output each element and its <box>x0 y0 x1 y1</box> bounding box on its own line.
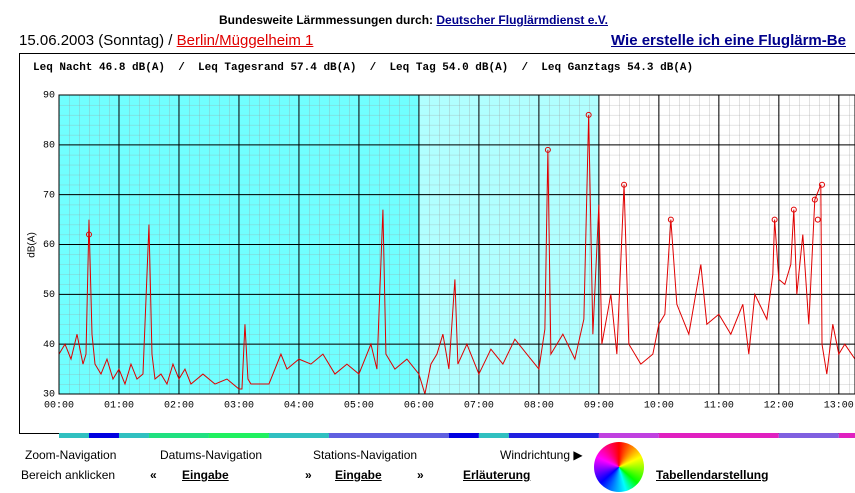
station-link[interactable]: Berlin/Müggelheim 1 <box>176 32 314 49</box>
x-tick-label: 05:00 <box>344 401 374 412</box>
info-arrow[interactable]: » <box>417 468 424 482</box>
header-intro: Bundesweite Lärmmessungen durch: Deutsch… <box>219 13 608 27</box>
wind-segment <box>148 433 209 438</box>
wind-segment <box>59 433 89 438</box>
x-tick-label: 08:00 <box>524 401 554 412</box>
wind-segment <box>208 433 269 438</box>
wind-segment <box>778 433 839 438</box>
wind-segment <box>88 433 119 438</box>
date-nav: Datums-Navigation <box>160 448 263 462</box>
wind-segment <box>478 433 509 438</box>
wind-segment <box>268 433 329 438</box>
peak-marker <box>667 216 674 223</box>
peak-marker <box>819 181 826 188</box>
wind-segment <box>328 433 449 438</box>
zoom-hint: Bereich anklicken <box>21 468 116 482</box>
x-tick-label: 09:00 <box>584 401 614 412</box>
leq-summary: Leq Nacht 46.8 dB(A) / Leq Tagesrand 57.… <box>33 62 693 74</box>
y-tick-label: 40 <box>43 340 55 351</box>
x-tick-label: 06:00 <box>404 401 434 412</box>
x-tick-label: 13:00 <box>824 401 854 412</box>
x-tick-label: 02:00 <box>164 401 194 412</box>
peak-marker <box>585 111 592 118</box>
wind-label: Windrichtung ▶ <box>500 448 583 462</box>
help-link[interactable]: Wie erstelle ich eine Fluglärm-Be <box>611 32 846 49</box>
header-line: 15.06.2003 (Sonntag) / Berlin/Müggelheim… <box>19 32 313 49</box>
x-tick-label: 07:00 <box>464 401 494 412</box>
station-arrow[interactable]: » <box>305 468 312 482</box>
separator: / <box>168 32 173 49</box>
y-tick-label: 30 <box>43 390 55 401</box>
zoom-title: Zoom-Navigation <box>25 448 117 462</box>
noise-line <box>58 114 855 395</box>
peak-marker <box>85 231 92 238</box>
wind-segment <box>838 433 855 438</box>
plot-border <box>58 94 855 395</box>
wind-segment <box>658 433 779 438</box>
y-tick-label: 60 <box>43 240 55 251</box>
intro: Bundesweite Lärmmessungen durch: <box>219 13 434 27</box>
wind-segment <box>598 433 659 438</box>
wind-wheel <box>594 442 644 492</box>
y-tick-label: 80 <box>43 140 55 151</box>
x-tick-label: 04:00 <box>284 401 314 412</box>
y-axis-label: dB(A) <box>27 232 38 258</box>
wind-segment <box>118 433 149 438</box>
y-tick-label: 70 <box>43 190 55 201</box>
peak-marker <box>811 196 818 203</box>
x-tick-label: 01:00 <box>104 401 134 412</box>
station-nav: Stations-Navigation <box>313 448 418 462</box>
x-tick-label: 03:00 <box>224 401 254 412</box>
date: 15.06.2003 (Sonntag) <box>19 32 165 49</box>
date-link[interactable]: Eingabe <box>182 468 229 482</box>
x-tick-label: 12:00 <box>764 401 794 412</box>
x-tick-label: 00:00 <box>44 401 74 412</box>
station-link[interactable]: Eingabe <box>335 468 382 482</box>
peak-marker <box>790 206 797 213</box>
x-tick-label: 10:00 <box>644 401 674 412</box>
peak-marker <box>621 181 628 188</box>
peak-marker <box>544 146 551 153</box>
y-tick-label: 50 <box>43 290 55 301</box>
wind-segment <box>508 433 599 438</box>
wind-segment <box>448 433 479 438</box>
y-tick-label: 90 <box>43 91 55 102</box>
table-link[interactable]: Tabellendarstellung <box>656 468 769 482</box>
org-link[interactable]: Deutscher Fluglärmdienst e.V. <box>436 13 608 27</box>
peak-marker <box>771 216 778 223</box>
date-arrow[interactable]: « <box>150 468 157 482</box>
chart: Leq Nacht 46.8 dB(A) / Leq Tagesrand 57.… <box>19 53 855 438</box>
x-tick-label: 11:00 <box>704 401 734 412</box>
peak-marker <box>814 216 821 223</box>
info-link[interactable]: Erläuterung <box>463 468 531 482</box>
